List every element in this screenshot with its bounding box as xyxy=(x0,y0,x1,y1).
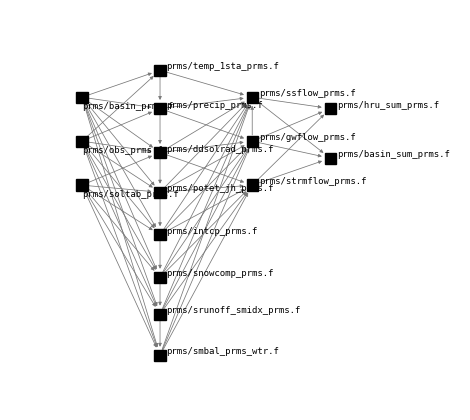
Bar xyxy=(154,229,166,241)
Text: prms/soltab_prms.f: prms/soltab_prms.f xyxy=(82,190,179,199)
Text: prms/basin_prms.f: prms/basin_prms.f xyxy=(82,102,173,111)
Bar xyxy=(325,152,336,164)
Text: prms/potet_jh_prms.f: prms/potet_jh_prms.f xyxy=(166,184,274,193)
Text: prms/intcp_prms.f: prms/intcp_prms.f xyxy=(166,227,258,236)
Text: prms/ddsolrad_prms.f: prms/ddsolrad_prms.f xyxy=(166,144,274,154)
Bar xyxy=(154,309,166,320)
Bar xyxy=(247,92,258,103)
Bar xyxy=(154,350,166,361)
Text: prms/strmflow_prms.f: prms/strmflow_prms.f xyxy=(259,177,366,186)
Text: prms/precip_prms.f: prms/precip_prms.f xyxy=(166,101,263,110)
Bar xyxy=(154,103,166,114)
Bar xyxy=(154,147,166,158)
Text: prms/snowcomp_prms.f: prms/snowcomp_prms.f xyxy=(166,270,274,278)
Bar xyxy=(76,92,88,103)
Bar xyxy=(154,272,166,283)
Text: prms/temp_1sta_prms.f: prms/temp_1sta_prms.f xyxy=(166,62,280,71)
Text: prms/hru_sum_prms.f: prms/hru_sum_prms.f xyxy=(337,101,439,110)
Bar xyxy=(154,186,166,198)
Bar xyxy=(76,179,88,191)
Text: prms/smbal_prms_wtr.f: prms/smbal_prms_wtr.f xyxy=(166,347,280,357)
Bar xyxy=(247,136,258,147)
Text: prms/ssflow_prms.f: prms/ssflow_prms.f xyxy=(259,89,355,98)
Bar xyxy=(325,103,336,114)
Text: prms/srunoff_smidx_prms.f: prms/srunoff_smidx_prms.f xyxy=(166,306,301,315)
Bar xyxy=(76,136,88,147)
Bar xyxy=(247,179,258,191)
Text: prms/obs_prms.f: prms/obs_prms.f xyxy=(82,146,163,155)
Text: prms/basin_sum_prms.f: prms/basin_sum_prms.f xyxy=(337,150,450,159)
Bar xyxy=(154,65,166,76)
Text: prms/gwflow_prms.f: prms/gwflow_prms.f xyxy=(259,133,355,142)
